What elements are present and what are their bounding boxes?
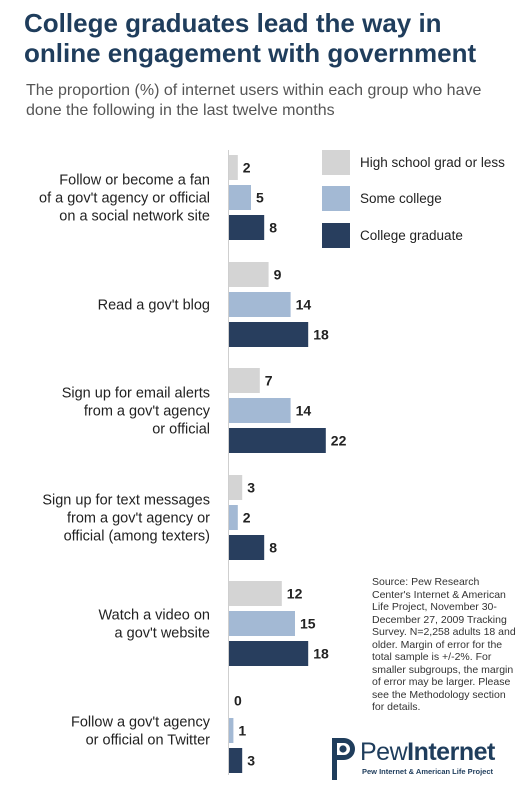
category-label: from a gov't agency or	[67, 511, 210, 527]
bar	[229, 215, 265, 240]
category-label: or official	[152, 422, 210, 438]
legend-label: High school grad or less	[360, 155, 505, 170]
legend-swatch	[322, 150, 350, 175]
legend-swatch	[322, 186, 350, 211]
data-label: 8	[269, 540, 277, 556]
data-label: 2	[243, 160, 251, 176]
legend-swatch	[322, 223, 350, 248]
bar	[229, 155, 238, 180]
chart-title: College graduates lead the way in online…	[24, 8, 477, 68]
category-label: Read a gov't blog	[98, 298, 210, 314]
category-label: or official on Twitter	[86, 733, 211, 749]
category-label: official (among texters)	[64, 529, 210, 545]
category-label: Watch a video on	[99, 608, 211, 624]
logo-wordmark: PewInternet	[360, 738, 495, 766]
data-label: 12	[287, 586, 303, 602]
data-label: 3	[247, 753, 255, 769]
category-label: Sign up for email alerts	[62, 386, 210, 402]
bar	[229, 398, 291, 423]
logo-word-pew: Pew	[360, 738, 408, 766]
data-label: 2	[243, 510, 251, 526]
bar	[229, 322, 309, 347]
bar	[229, 718, 234, 743]
category-label: on a social network site	[59, 209, 210, 225]
data-label: 22	[331, 433, 347, 449]
bar	[229, 581, 282, 606]
bar	[229, 262, 269, 287]
bar	[229, 535, 265, 560]
chart-subtitle: The proportion (%) of internet users wit…	[26, 82, 482, 119]
category-label: Follow a gov't agency	[71, 715, 211, 731]
data-label: 18	[313, 327, 329, 343]
bar	[229, 641, 309, 666]
bar	[229, 611, 295, 636]
data-label: 0	[234, 693, 242, 709]
bar	[229, 748, 243, 773]
bar	[229, 292, 291, 317]
pew-internet-logo: PewInternet Pew Internet & American Life…	[326, 734, 526, 782]
data-label: 8	[269, 220, 277, 236]
legend-label: College graduate	[360, 228, 463, 243]
category-label: Follow or become a fan	[59, 173, 210, 189]
bar	[229, 185, 251, 210]
category-label: Sign up for text messages	[42, 493, 210, 509]
bar	[229, 505, 238, 530]
data-label: 7	[265, 373, 273, 389]
legend-label: Some college	[360, 191, 442, 206]
bar	[229, 368, 260, 393]
category-label: a gov't website	[115, 626, 210, 642]
bar	[229, 475, 243, 500]
data-label: 14	[296, 403, 312, 419]
data-label: 15	[300, 616, 316, 632]
data-label: 18	[313, 646, 329, 662]
logo-tagline: Pew Internet & American Life Project	[362, 767, 494, 776]
bar	[229, 428, 326, 453]
data-label: 5	[256, 190, 264, 206]
data-label: 9	[274, 267, 282, 283]
data-label: 1	[238, 723, 246, 739]
logo-word-internet: Internet	[407, 738, 495, 766]
data-label: 14	[296, 297, 312, 313]
category-label: from a gov't agency	[84, 404, 211, 420]
pew-logo-icon	[332, 738, 355, 780]
source-note: Source: Pew Research Center's Internet &…	[372, 576, 516, 713]
data-label: 3	[247, 480, 255, 496]
category-label: of a gov't agency or official	[39, 191, 210, 207]
